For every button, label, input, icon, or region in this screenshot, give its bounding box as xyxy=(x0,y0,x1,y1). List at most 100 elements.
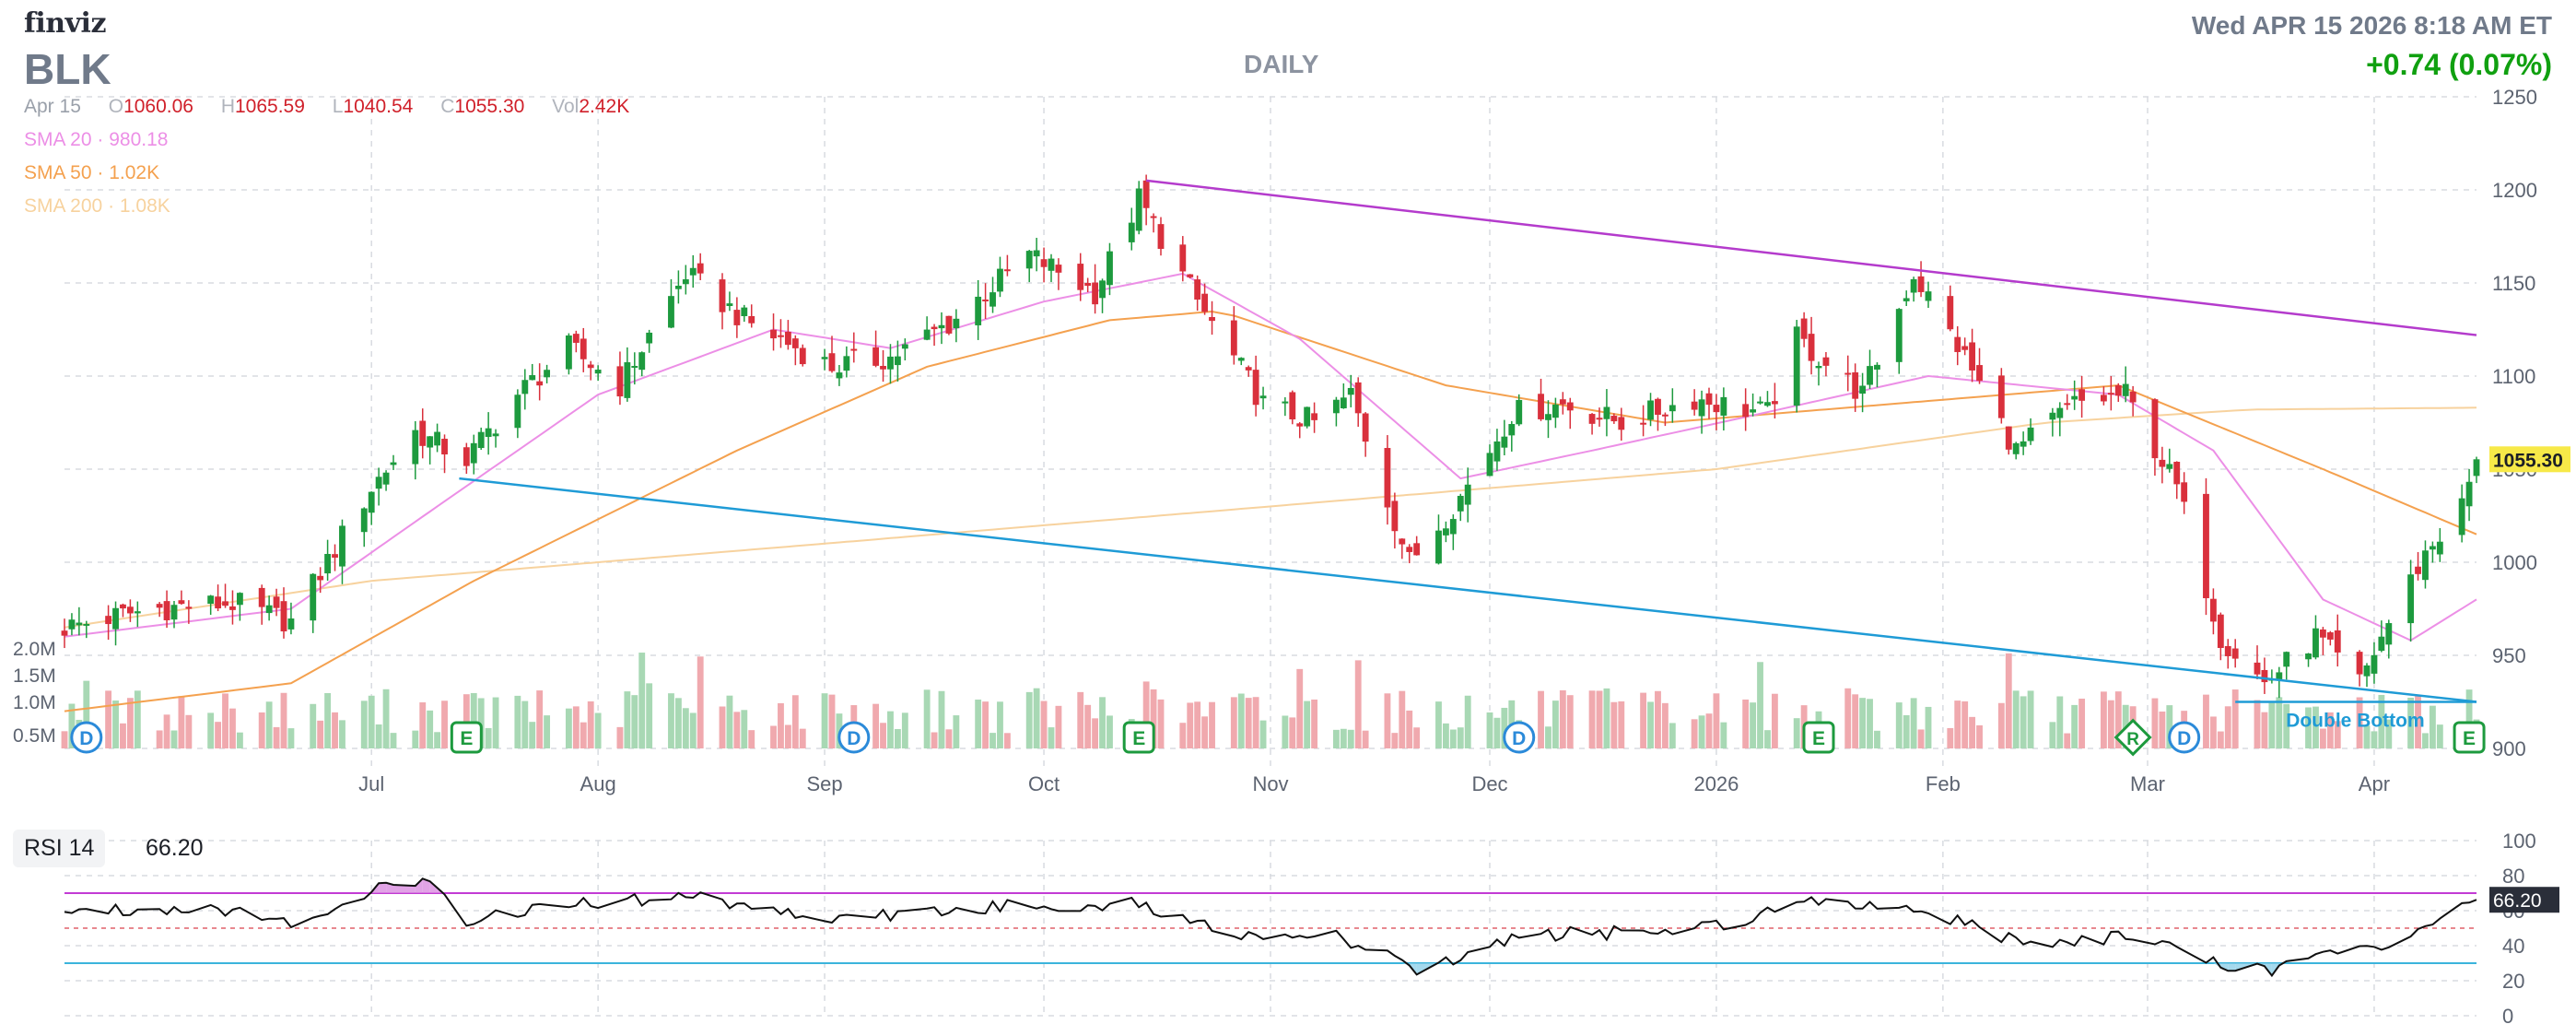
volume-bar xyxy=(726,695,733,748)
volume-bar xyxy=(434,732,441,748)
candle-body xyxy=(1713,405,1720,413)
candle-body xyxy=(2319,629,2326,638)
sma200-label: SMA 200 xyxy=(24,195,103,217)
candle-body xyxy=(170,605,178,620)
volume-bar xyxy=(1961,700,1969,748)
sma200-legend[interactable]: SMA 200 · 1.08K xyxy=(24,195,170,217)
candle-body xyxy=(646,332,653,344)
volume-bar xyxy=(2217,731,2224,748)
sma20-line xyxy=(64,272,2477,642)
candle-body xyxy=(2385,623,2393,645)
candle-body xyxy=(1107,251,1113,286)
candle-body xyxy=(850,348,858,351)
candle-body xyxy=(1661,414,1669,417)
candle-body xyxy=(1903,298,1910,301)
candle-body xyxy=(880,366,886,370)
candle-body xyxy=(1551,404,1559,418)
volume-bar xyxy=(2020,696,2027,748)
candle-body xyxy=(68,619,76,630)
rsi-overbought-fill xyxy=(700,892,722,893)
candle-body xyxy=(1230,320,1237,356)
volume-tick-label: 0.5M xyxy=(13,725,56,747)
volume-bar xyxy=(1713,693,1720,748)
y-tick-label: 1100 xyxy=(2492,365,2535,388)
candle-body xyxy=(1691,401,1698,410)
x-tick-label: Mar xyxy=(2130,772,2165,795)
candle-body xyxy=(207,595,215,605)
candle-body xyxy=(1969,342,1976,371)
candle-body xyxy=(1669,405,1676,412)
sma50-legend[interactable]: SMA 50 · 1.02K xyxy=(24,162,160,183)
volume-bar xyxy=(2005,653,2012,748)
candle-body xyxy=(697,263,704,274)
candle-body xyxy=(1399,538,1406,545)
candle-body xyxy=(2100,394,2107,402)
volume-bar xyxy=(1538,690,1544,748)
ohlc-date: Apr 15 xyxy=(24,96,81,117)
sma50-line xyxy=(64,310,2477,712)
volume-bar xyxy=(1464,695,1471,748)
volume-bar xyxy=(112,700,119,748)
candle-body xyxy=(1464,484,1471,505)
volume-bar xyxy=(2012,690,2020,748)
volume-bar xyxy=(982,701,989,748)
volume-bar xyxy=(1742,699,1750,748)
volume-bar xyxy=(310,703,317,748)
finviz-logo[interactable]: finviz xyxy=(24,7,106,40)
x-tick-label: Sep xyxy=(806,772,842,795)
volume-bar xyxy=(1997,702,2005,748)
candle-body xyxy=(2436,541,2443,555)
volume-bar xyxy=(2407,697,2415,748)
volume-bar xyxy=(580,722,587,748)
volume-bar xyxy=(880,723,886,748)
volume-bar xyxy=(1187,702,1194,748)
candle-body xyxy=(2429,546,2436,550)
candle-body xyxy=(1282,401,1289,404)
volume-bar xyxy=(1055,705,1062,748)
candle-body xyxy=(1311,413,1318,420)
candle-body xyxy=(1961,346,1969,350)
volume-bar xyxy=(2385,719,2393,748)
candle-body xyxy=(2458,498,2465,536)
volume-bar xyxy=(2064,733,2071,748)
volume-bar xyxy=(638,653,646,748)
candle-body xyxy=(726,303,733,306)
volume-bar xyxy=(2231,689,2239,748)
volume-bar xyxy=(2261,712,2268,748)
x-tick-label: Aug xyxy=(580,772,616,795)
sma20-legend[interactable]: SMA 20 · 980.18 xyxy=(24,129,169,150)
volume-bar xyxy=(770,725,777,748)
volume-bar xyxy=(719,706,726,748)
candle-body xyxy=(1209,317,1215,322)
volume-bar xyxy=(1771,693,1778,748)
volume-bar xyxy=(441,700,448,748)
volume-bar xyxy=(1793,718,1800,748)
candle-body xyxy=(2283,652,2290,667)
candle-body xyxy=(2313,628,2319,658)
rsi-label[interactable]: RSI 14 xyxy=(13,830,106,867)
candle-body xyxy=(1157,224,1165,249)
candle-body xyxy=(126,606,134,614)
volume-bar xyxy=(799,728,806,748)
x-tick-label: Feb xyxy=(1926,772,1961,795)
candle-body xyxy=(1187,274,1194,277)
y-tick-label: 1200 xyxy=(2492,179,2537,202)
candle-body xyxy=(324,554,332,574)
candle-body xyxy=(2261,669,2268,683)
candle-body xyxy=(258,587,265,607)
volume-bar xyxy=(1640,692,1647,748)
volume-bar xyxy=(332,712,338,748)
rsi-line xyxy=(64,877,2477,978)
candle-body xyxy=(953,318,960,329)
volume-bar xyxy=(975,700,982,748)
candle-body xyxy=(2305,653,2312,660)
volume-bar xyxy=(2159,711,2166,748)
earnings-letter: E xyxy=(1132,728,1145,749)
candle-body xyxy=(1179,244,1187,272)
volume-bar xyxy=(1449,729,1457,748)
candle-body xyxy=(1347,387,1354,395)
volume-bar xyxy=(1003,733,1011,748)
candle-body xyxy=(1296,423,1304,427)
